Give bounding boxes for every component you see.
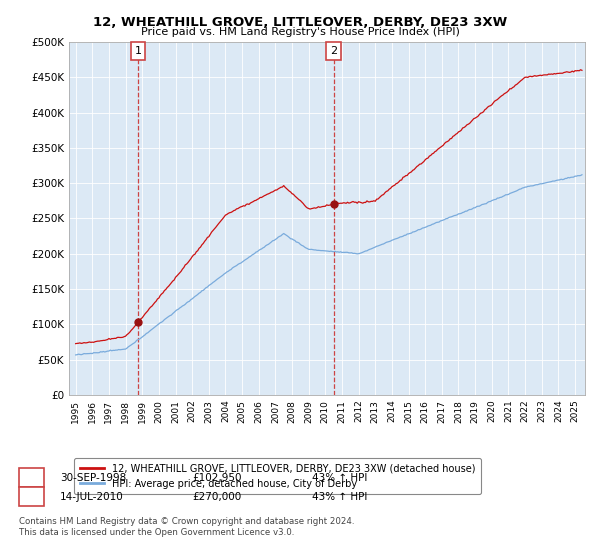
Text: 1: 1 [28, 473, 35, 483]
Text: 43% ↑ HPI: 43% ↑ HPI [312, 473, 367, 483]
Text: £270,000: £270,000 [192, 492, 241, 502]
Text: Price paid vs. HM Land Registry's House Price Index (HPI): Price paid vs. HM Land Registry's House … [140, 27, 460, 37]
Text: £102,950: £102,950 [192, 473, 241, 483]
Legend: 12, WHEATHILL GROVE, LITTLEOVER, DERBY, DE23 3XW (detached house), HPI: Average : 12, WHEATHILL GROVE, LITTLEOVER, DERBY, … [74, 458, 481, 494]
Text: 14-JUL-2010: 14-JUL-2010 [60, 492, 124, 502]
Text: 2: 2 [330, 46, 337, 56]
Text: 2: 2 [28, 492, 35, 502]
Text: 1: 1 [134, 46, 142, 56]
Text: 30-SEP-1998: 30-SEP-1998 [60, 473, 126, 483]
Text: Contains HM Land Registry data © Crown copyright and database right 2024.
This d: Contains HM Land Registry data © Crown c… [19, 517, 355, 537]
Text: 12, WHEATHILL GROVE, LITTLEOVER, DERBY, DE23 3XW: 12, WHEATHILL GROVE, LITTLEOVER, DERBY, … [93, 16, 507, 29]
Text: 43% ↑ HPI: 43% ↑ HPI [312, 492, 367, 502]
